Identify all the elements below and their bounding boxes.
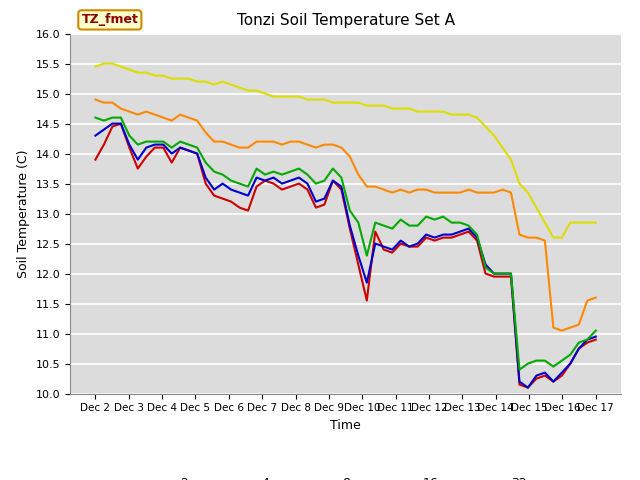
Text: TZ_fmet: TZ_fmet — [81, 13, 138, 26]
32cm — [244, 88, 252, 94]
2cm — [261, 178, 269, 183]
2cm — [185, 148, 193, 154]
16cm — [219, 139, 227, 144]
16cm — [177, 112, 184, 118]
4cm — [592, 334, 600, 339]
Line: 2cm: 2cm — [95, 124, 596, 388]
16cm — [592, 295, 600, 300]
4cm — [109, 121, 116, 127]
8cm — [592, 328, 600, 334]
2cm — [117, 121, 125, 127]
32cm — [592, 220, 600, 226]
8cm — [236, 181, 243, 187]
32cm — [92, 64, 99, 70]
4cm — [227, 187, 235, 192]
32cm — [227, 82, 235, 87]
2cm — [414, 244, 422, 250]
32cm — [269, 94, 277, 99]
4cm — [269, 175, 277, 180]
8cm — [405, 223, 413, 228]
16cm — [253, 139, 260, 144]
2cm — [269, 181, 277, 187]
8cm — [253, 166, 260, 171]
4cm — [92, 133, 99, 139]
Title: Tonzi Soil Temperature Set A: Tonzi Soil Temperature Set A — [237, 13, 454, 28]
4cm — [414, 241, 422, 247]
4cm — [524, 385, 532, 391]
16cm — [92, 97, 99, 103]
8cm — [92, 115, 99, 120]
16cm — [236, 145, 243, 151]
8cm — [261, 172, 269, 178]
Line: 4cm: 4cm — [95, 124, 596, 388]
32cm — [185, 76, 193, 82]
32cm — [261, 91, 269, 96]
2cm — [244, 208, 252, 214]
4cm — [261, 178, 269, 183]
Y-axis label: Soil Temperature (C): Soil Temperature (C) — [17, 149, 30, 278]
32cm — [100, 61, 108, 67]
4cm — [244, 193, 252, 199]
16cm — [261, 139, 269, 144]
2cm — [524, 385, 532, 391]
32cm — [414, 109, 422, 115]
8cm — [219, 172, 227, 178]
Line: 32cm: 32cm — [95, 64, 596, 238]
32cm — [550, 235, 557, 240]
Line: 8cm: 8cm — [95, 118, 596, 370]
Line: 16cm: 16cm — [95, 100, 596, 331]
2cm — [92, 156, 99, 162]
8cm — [177, 139, 184, 144]
2cm — [227, 199, 235, 204]
2cm — [592, 337, 600, 343]
4cm — [185, 148, 193, 154]
8cm — [516, 367, 524, 372]
Legend: 2cm, 4cm, 8cm, 16cm, 32cm: 2cm, 4cm, 8cm, 16cm, 32cm — [140, 472, 551, 480]
16cm — [558, 328, 566, 334]
16cm — [405, 190, 413, 195]
X-axis label: Time: Time — [330, 419, 361, 432]
